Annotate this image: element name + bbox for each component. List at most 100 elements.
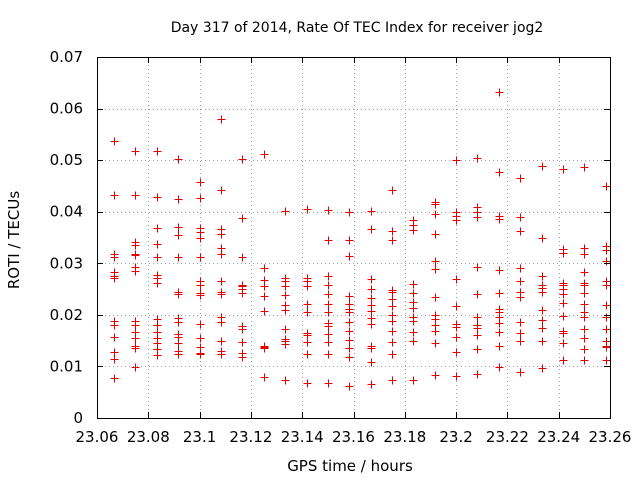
data-point [153, 351, 162, 360]
data-point [580, 334, 589, 343]
data-point [345, 344, 354, 353]
data-point [431, 230, 440, 239]
data-point [495, 319, 504, 328]
data-point [367, 294, 376, 303]
data-point [580, 268, 589, 277]
data-point [580, 250, 589, 259]
y-tick-label: 0.03 [50, 254, 83, 272]
data-point [174, 231, 183, 240]
data-point [131, 321, 140, 330]
data-point [516, 227, 525, 236]
data-point [538, 324, 547, 333]
data-point [217, 250, 226, 259]
data-point [260, 282, 269, 291]
axes [97, 57, 611, 419]
data-point [473, 213, 482, 222]
data-points [110, 88, 611, 391]
data-point [367, 285, 376, 294]
data-point [452, 275, 461, 284]
data-point [281, 291, 290, 300]
data-point [153, 193, 162, 202]
plot-frame [97, 57, 611, 419]
data-point [217, 290, 226, 299]
data-point [559, 165, 568, 174]
data-point [495, 342, 504, 351]
data-point [174, 339, 183, 348]
x-tick-label: 23.2 [439, 428, 472, 446]
data-point [110, 355, 119, 364]
data-point [495, 168, 504, 177]
data-point [388, 376, 397, 385]
data-point [131, 344, 140, 353]
data-point [388, 288, 397, 297]
y-axis-label: ROTI / TECUs [5, 191, 23, 289]
data-point [174, 155, 183, 164]
data-point [153, 240, 162, 249]
data-point [345, 327, 354, 336]
data-point [388, 350, 397, 359]
data-point [602, 325, 611, 334]
data-point [388, 236, 397, 245]
data-point [131, 191, 140, 200]
data-point [409, 337, 418, 346]
data-point [473, 290, 482, 299]
data-point [452, 302, 461, 311]
data-point [409, 328, 418, 337]
data-point [367, 307, 376, 316]
data-point [559, 356, 568, 365]
data-point [260, 264, 269, 273]
data-point [260, 344, 269, 353]
data-point [196, 350, 205, 359]
data-point [324, 300, 333, 309]
data-point [602, 356, 611, 365]
data-point [110, 321, 119, 330]
data-point [196, 334, 205, 343]
data-point [602, 246, 611, 255]
chart-title: Day 317 of 2014, Rate Of TEC Index for r… [171, 20, 544, 36]
data-point [281, 207, 290, 216]
data-point [452, 323, 461, 332]
data-point [217, 318, 226, 327]
data-point [431, 210, 440, 219]
data-point [559, 329, 568, 338]
data-point [367, 275, 376, 284]
data-point [174, 253, 183, 262]
data-point [431, 327, 440, 336]
data-point [559, 299, 568, 308]
data-point [196, 194, 205, 203]
data-point [238, 353, 247, 362]
data-point [516, 277, 525, 286]
data-point [303, 331, 312, 340]
data-point [238, 214, 247, 223]
data-point [473, 263, 482, 272]
data-point [324, 290, 333, 299]
x-tick-label: 23.16 [332, 428, 375, 446]
data-point [580, 289, 589, 298]
data-point [431, 200, 440, 209]
data-point [110, 253, 119, 262]
data-point [431, 257, 440, 266]
data-point [580, 356, 589, 365]
data-point [452, 348, 461, 357]
data-point [345, 292, 354, 301]
x-tick-label: 23.1 [183, 428, 216, 446]
data-point [345, 318, 354, 327]
data-point [238, 325, 247, 334]
data-point [473, 324, 482, 333]
data-point [538, 337, 547, 346]
data-point [174, 318, 183, 327]
data-point [324, 206, 333, 215]
data-point [196, 178, 205, 187]
x-axis-label: GPS time / hours [287, 457, 413, 475]
data-point [345, 308, 354, 317]
data-point [281, 306, 290, 315]
data-point [495, 328, 504, 337]
data-point [495, 363, 504, 372]
data-point [345, 353, 354, 362]
data-point [538, 306, 547, 315]
data-point [324, 350, 333, 359]
data-point [409, 317, 418, 326]
data-point [110, 333, 119, 342]
data-point [388, 295, 397, 304]
